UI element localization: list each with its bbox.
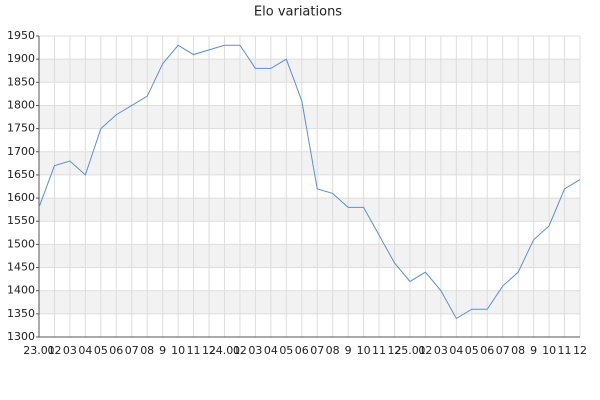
x-tick-label: 08 [326, 344, 340, 357]
x-tick-label: 03 [248, 344, 262, 357]
x-tick-label: 02 [47, 344, 61, 357]
y-tick-label: 1850 [7, 75, 35, 88]
x-tick-label: 9 [530, 344, 537, 357]
x-tick-label: 07 [496, 344, 510, 357]
x-tick-label: 12 [388, 344, 402, 357]
x-tick-label: 07 [310, 344, 324, 357]
x-tick-label: 9 [159, 344, 166, 357]
y-tick-label: 1950 [7, 29, 35, 42]
x-tick-label: 08 [511, 344, 525, 357]
x-tick-label: 03 [63, 344, 77, 357]
x-tick-label: 06 [480, 344, 494, 357]
x-tick-label: 23.01 [23, 344, 55, 357]
x-tick-label: 05 [279, 344, 293, 357]
y-tick-label: 1600 [7, 191, 35, 204]
x-tick-label: 06 [109, 344, 123, 357]
y-tick-label: 1400 [7, 284, 35, 297]
x-tick-label: 11 [372, 344, 386, 357]
grid-band [39, 105, 580, 129]
x-tick-label: 12 [573, 344, 587, 357]
x-tick-label: 04 [264, 344, 278, 357]
grid-band [39, 290, 580, 314]
y-tick-label: 1300 [7, 330, 35, 343]
y-tick-label: 1550 [7, 214, 35, 227]
x-tick-label: 11 [187, 344, 201, 357]
x-tick-label: 24.01 [209, 344, 241, 357]
x-tick-label: 07 [125, 344, 139, 357]
x-tick-label: 02 [418, 344, 432, 357]
y-tick-label: 1900 [7, 52, 35, 65]
y-tick-label: 1700 [7, 145, 35, 158]
grid-band [39, 59, 580, 83]
x-tick-label: 9 [345, 344, 352, 357]
x-tick-label: 10 [542, 344, 556, 357]
y-tick-label: 1750 [7, 122, 35, 135]
x-tick-label: 11 [558, 344, 572, 357]
grid-band [39, 151, 580, 175]
x-tick-label: 04 [449, 344, 463, 357]
chart-title: Elo variations [254, 5, 342, 20]
x-tick-label: 06 [295, 344, 309, 357]
grid-band [39, 198, 580, 222]
x-tick-label: 05 [94, 344, 108, 357]
x-tick-label: 12 [202, 344, 216, 357]
y-tick-label: 1450 [7, 261, 35, 274]
y-tick-label: 1350 [7, 307, 35, 320]
x-tick-label: 10 [357, 344, 371, 357]
x-tick-label: 04 [78, 344, 92, 357]
y-tick-label: 1800 [7, 98, 35, 111]
x-tick-label: 03 [434, 344, 448, 357]
x-tick-label: 25.01 [394, 344, 426, 357]
x-tick-label: 02 [233, 344, 247, 357]
x-tick-label: 08 [140, 344, 154, 357]
x-tick-label: 10 [171, 344, 185, 357]
y-tick-label: 1650 [7, 168, 35, 181]
x-tick-label: 05 [465, 344, 479, 357]
grid-band [39, 244, 580, 268]
y-tick-label: 1500 [7, 237, 35, 250]
data-line [38, 44, 581, 320]
